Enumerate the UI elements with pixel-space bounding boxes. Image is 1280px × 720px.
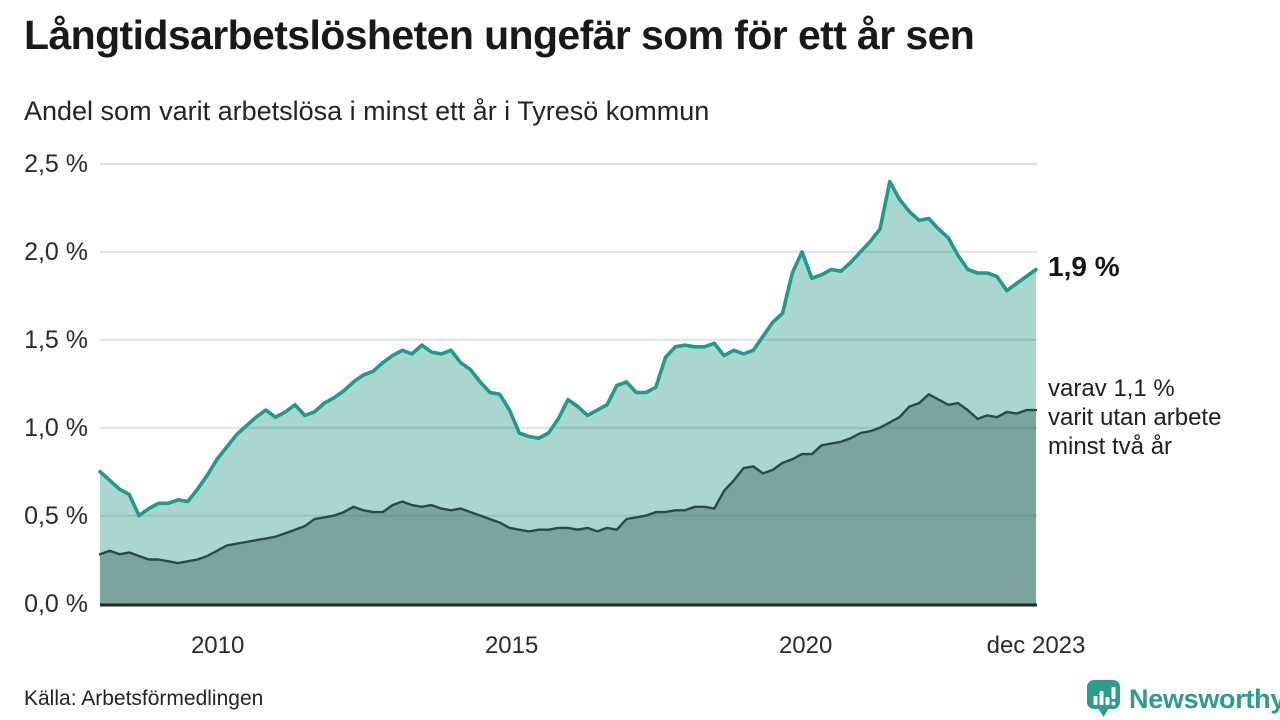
series-end-note-label: varav 1,1 % varit utan arbete minst två …: [1048, 375, 1222, 460]
newsworthy-logo: Newsworthy: [1086, 679, 1280, 719]
area-series-2: [100, 394, 1036, 604]
line-series-2: [98, 393, 1038, 565]
y-tick-label: 2,0 %: [24, 237, 88, 266]
x-tick-label: 2015: [484, 632, 539, 659]
y-tick-label: 1,0 %: [24, 413, 88, 442]
line-series-1: [98, 179, 1038, 518]
series-end-value-label: 1,9 %: [1048, 251, 1120, 282]
x-tick-label: 2010: [190, 632, 245, 659]
newsworthy-logo-icon: [1087, 680, 1120, 717]
source-note: Källa: Arbetsförmedlingen: [24, 687, 264, 710]
brand-wordmark: Newsworthy: [1129, 683, 1280, 714]
y-tick-label: 0,0 %: [24, 589, 88, 618]
y-tick-label: 1,5 %: [24, 325, 88, 354]
y-tick-label: 0,5 %: [24, 501, 88, 530]
chart-title: Långtidsarbetslösheten ungefär som för e…: [24, 12, 975, 58]
chart-subtitle: Andel som varit arbetslösa i minst ett å…: [24, 96, 710, 126]
y-tick-label: 2,5 %: [24, 150, 88, 178]
x-tick-label: 2020: [778, 632, 833, 659]
x-tick-label: dec 2023: [986, 632, 1086, 659]
